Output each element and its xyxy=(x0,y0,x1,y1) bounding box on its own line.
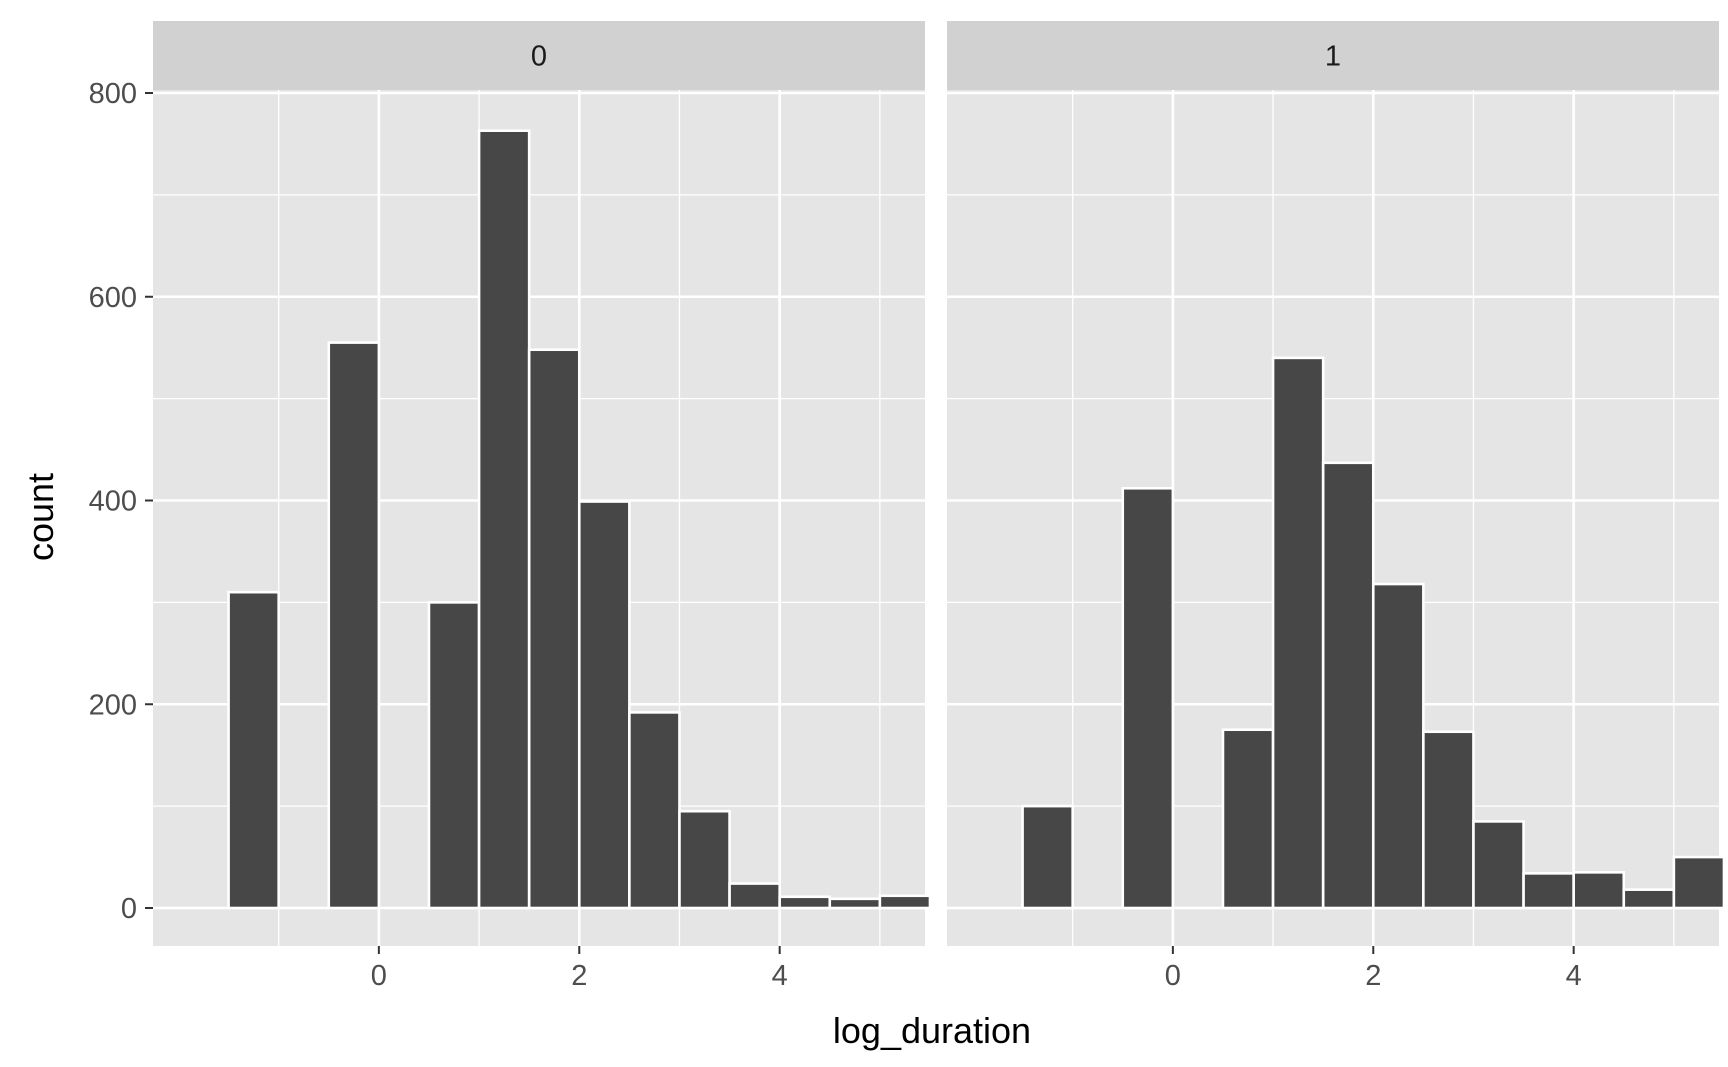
histogram-bar xyxy=(1371,582,1425,910)
histogram-bar xyxy=(1422,730,1475,910)
x-axis: 0 2 4 xyxy=(1165,946,1582,992)
histogram-bar xyxy=(1572,871,1626,910)
x-tick-label: 4 xyxy=(772,960,788,992)
histogram-bar xyxy=(1121,486,1175,910)
histogram-bar xyxy=(828,897,882,910)
histogram-bar xyxy=(227,590,280,910)
x-tick-label: 0 xyxy=(371,960,387,992)
histogram-bar xyxy=(628,711,681,910)
facet-panel-1: 1 0 2 4 xyxy=(947,21,1726,992)
x-tick-label: 2 xyxy=(1365,960,1381,992)
y-tick-label: 0 xyxy=(121,893,137,925)
histogram-bar xyxy=(1472,820,1525,910)
y-tick-label: 200 xyxy=(89,689,137,721)
facet-panel-0: 0 0 2 4 xyxy=(153,21,932,992)
histogram-bar xyxy=(878,894,932,910)
histogram-bar xyxy=(427,601,481,910)
histogram-bar xyxy=(327,341,381,910)
y-tick-label: 800 xyxy=(89,78,137,110)
histogram-bar xyxy=(527,348,581,910)
x-axis-title: log_duration xyxy=(833,1010,1031,1051)
histogram-bar xyxy=(577,500,631,910)
facet-strip xyxy=(947,21,1719,90)
x-tick-label: 0 xyxy=(1165,960,1181,992)
y-tick-label: 400 xyxy=(89,486,137,518)
histogram-bar xyxy=(1021,804,1074,910)
histogram-bar xyxy=(1221,728,1275,910)
histogram-bar xyxy=(678,809,731,910)
x-axis: 0 2 4 xyxy=(371,946,788,992)
facet-strip xyxy=(153,21,925,90)
histogram-bar xyxy=(778,895,832,910)
x-tick-label: 4 xyxy=(1566,960,1582,992)
histogram-bar xyxy=(1271,356,1325,910)
panels-layer: 0 0 2 4 1 0 2 4 xyxy=(153,21,1726,992)
histogram-bar xyxy=(477,129,531,910)
y-tick-label: 600 xyxy=(89,282,137,314)
histogram-bar xyxy=(1321,461,1375,910)
histogram-bars xyxy=(1021,356,1726,910)
histogram-bar xyxy=(728,882,781,910)
histogram-bar xyxy=(1622,888,1676,910)
y-axis-title: count xyxy=(20,473,61,561)
x-tick-label: 2 xyxy=(571,960,587,992)
facet-strip-label: 0 xyxy=(531,41,547,73)
histogram-bars xyxy=(227,129,932,910)
histogram-bar xyxy=(1672,855,1726,910)
histogram-bar xyxy=(1522,872,1575,910)
y-axis: 0 200 400 600 800 xyxy=(89,78,153,925)
facet-strip-label: 1 xyxy=(1325,41,1341,73)
